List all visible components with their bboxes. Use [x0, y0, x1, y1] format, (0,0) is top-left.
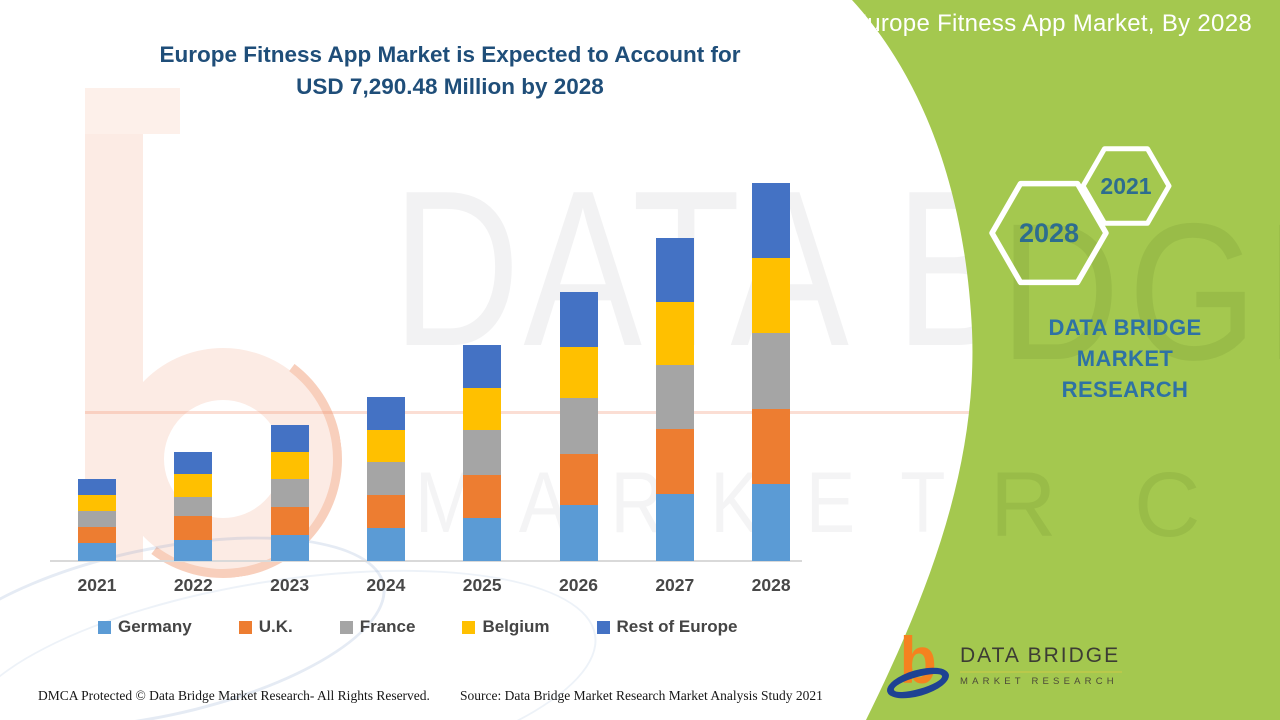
x-axis-label-2025: 2025 — [462, 575, 502, 595]
brand-text-line2: RESEARCH — [1061, 377, 1189, 402]
bar-segment-2023-belgium — [270, 451, 309, 480]
bar-segment-2026-rest-of-europe — [559, 292, 598, 347]
legend-item-france: France — [339, 617, 416, 637]
company-logo: b DATA BRIDGE MARKET RESEARCH — [883, 623, 1122, 706]
bar-segment-2026-germany — [559, 505, 598, 561]
bar-segment-2023-germany — [270, 534, 309, 561]
bar-2022 — [174, 452, 213, 561]
bar-2026 — [559, 292, 598, 561]
bar-segment-2021-u-k- — [78, 527, 116, 543]
hexagon-large-label: 2028 — [1019, 218, 1079, 248]
hexagon-badges: 2028 2021 — [989, 146, 1172, 286]
x-axis-line — [50, 560, 802, 562]
bar-segment-2023-u-k- — [270, 506, 309, 535]
hexagon-small — [1080, 146, 1172, 226]
logo-underline — [960, 671, 1122, 673]
bar-2025 — [463, 345, 502, 561]
hexagon-large — [989, 180, 1109, 286]
legend-swatch-icon — [238, 620, 252, 634]
bar-segment-2021-belgium — [78, 495, 116, 511]
bar-2028 — [752, 183, 791, 561]
x-axis-label-2024: 2024 — [366, 575, 406, 595]
bar-segment-2028-rest-of-europe — [752, 183, 791, 258]
bar-segment-2022-rest-of-europe — [174, 452, 213, 475]
footer-source-text: Source: Data Bridge Market Research Mark… — [460, 688, 823, 703]
x-axis-label-2022: 2022 — [173, 575, 213, 595]
bar-segment-2024-rest-of-europe — [366, 397, 405, 430]
bar-segment-2022-germany — [174, 539, 213, 561]
bar-segment-2022-u-k- — [174, 516, 213, 540]
bar-segment-2027-france — [655, 365, 694, 429]
bar-segment-2028-france — [752, 333, 791, 409]
brand-text-line1: DATA BRIDGE MARKET — [1048, 315, 1202, 371]
bar-segment-2024-u-k- — [366, 494, 405, 529]
chart-title-line1: Europe Fitness App Market is Expected to… — [159, 42, 741, 67]
bar-segment-2026-u-k- — [559, 453, 598, 506]
x-axis-label-2023: 2023 — [270, 575, 310, 595]
bar-2021 — [78, 479, 116, 561]
footer-dmca-text: DMCA Protected © Data Bridge Market Rese… — [38, 688, 430, 703]
legend-label: Belgium — [482, 617, 550, 636]
chart-title: Europe Fitness App Market is Expected to… — [60, 39, 840, 103]
bar-segment-2024-germany — [366, 528, 405, 561]
legend-label: France — [359, 617, 416, 636]
x-axis-label-2021: 2021 — [77, 575, 117, 595]
bar-segment-2027-u-k- — [655, 428, 694, 494]
bar-segment-2024-belgium — [366, 429, 405, 462]
bar-segment-2021-france — [78, 510, 116, 527]
logo-subtitle: MARKET RESEARCH — [960, 676, 1118, 687]
legend-item-u-k-: U.K. — [238, 617, 293, 637]
bar-segment-2026-belgium — [559, 346, 598, 398]
hexagon-small-label: 2021 — [1100, 173, 1151, 199]
bar-segment-2027-germany — [655, 494, 694, 561]
bar-segment-2025-belgium — [463, 388, 502, 431]
bar-segment-2021-rest-of-europe — [78, 479, 116, 496]
bar-segment-2025-germany — [463, 517, 502, 561]
bar-segment-2028-u-k- — [752, 408, 791, 484]
bar-segment-2024-france — [366, 461, 405, 495]
chart-legend: Germany U.K. France Belgium Rest of Europe — [98, 617, 737, 637]
bar-segment-2025-u-k- — [463, 474, 502, 518]
bar-segment-2027-rest-of-europe — [655, 237, 694, 302]
bar-segment-2022-france — [174, 497, 213, 517]
bar-2023 — [270, 425, 309, 561]
legend-swatch-icon — [98, 620, 111, 634]
brand-text: DATA BRIDGE MARKET RESEARCH — [1000, 312, 1250, 405]
chart-title-line2: USD 7,290.48 Million by 2028 — [296, 74, 604, 99]
logo-title: DATA BRIDGE — [960, 644, 1121, 667]
bar-segment-2025-rest-of-europe — [463, 345, 502, 389]
bar-segment-2025-france — [463, 430, 502, 475]
bar-segment-2023-france — [270, 479, 309, 507]
legend-label: Germany — [118, 617, 192, 636]
company-logo-icon: b — [883, 623, 953, 706]
legend-label: Rest of Europe — [616, 617, 738, 636]
legend-item-rest-of-europe: Rest of Europe — [596, 617, 738, 637]
bar-segment-2023-rest-of-europe — [270, 425, 309, 452]
x-axis-label-2028: 2028 — [751, 575, 791, 595]
legend-swatch-icon — [339, 620, 353, 634]
bar-segment-2028-germany — [752, 483, 791, 561]
legend-item-germany: Germany — [98, 617, 192, 637]
x-axis-label-2026: 2026 — [559, 575, 598, 595]
bar-segment-2028-belgium — [752, 257, 791, 334]
bar-segment-2026-france — [559, 397, 598, 454]
bar-2027 — [655, 237, 694, 561]
legend-item-belgium: Belgium — [462, 617, 550, 637]
legend-swatch-icon — [596, 620, 610, 634]
bar-2024 — [366, 397, 405, 561]
banner-title: Europe Fitness App Market, By 2028 — [850, 10, 1252, 37]
legend-swatch-icon — [462, 620, 476, 634]
bar-segment-2021-germany — [78, 543, 116, 561]
bar-segment-2027-belgium — [655, 301, 694, 366]
bar-segment-2022-belgium — [174, 474, 213, 498]
x-axis-label-2027: 2027 — [655, 575, 695, 595]
legend-label: U.K. — [258, 617, 293, 636]
